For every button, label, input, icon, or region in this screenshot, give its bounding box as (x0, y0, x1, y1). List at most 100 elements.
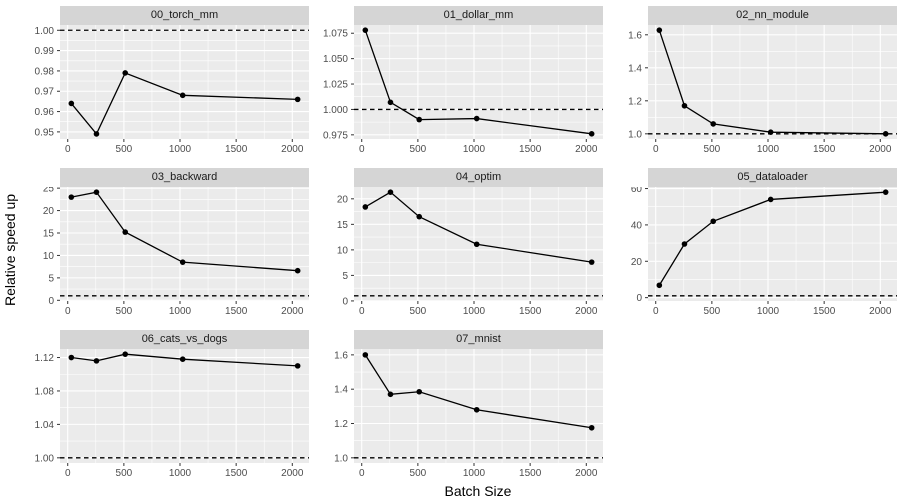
x-tick-label: 1000 (757, 306, 780, 317)
facet-strip: 03_backward (60, 168, 309, 187)
x-tick-label: 500 (116, 306, 133, 317)
data-point (473, 241, 480, 248)
panel-background (354, 349, 603, 463)
data-point (588, 259, 595, 265)
facet-plot: 0.975 1.000 1.025 1.050 1.075 0 500 1000 1500 200… (323, 25, 603, 155)
y-tick-label: 10 (43, 251, 55, 262)
x-tick-label: 500 (116, 468, 133, 479)
data-point (416, 116, 423, 123)
data-point (179, 356, 186, 362)
x-tick-label: 2000 (869, 144, 892, 155)
data-point (122, 229, 129, 235)
data-point (656, 282, 663, 289)
facet-07_mnist: 07_mnist 1.0 1.2 1.4 1.6 0 500 1000 1500 2000 (310, 330, 603, 479)
facet-strip: 06_cats_vs_dogs (60, 330, 309, 349)
x-tick-label: 0 (653, 144, 659, 155)
data-point (294, 363, 301, 369)
y-tick-label: 0 (342, 296, 348, 307)
x-tick-label: 1000 (463, 144, 486, 155)
y-tick-label: 1.6 (628, 30, 642, 41)
x-tick-label: 500 (410, 468, 427, 479)
facet-plot: 1.0 1.2 1.4 1.6 0 500 1000 1500 2000 (334, 349, 603, 479)
x-tick-label: 0 (359, 468, 365, 479)
y-tick-label: 1.04 (35, 420, 55, 431)
data-point (473, 115, 480, 122)
x-tick-label: 0 (65, 306, 71, 317)
y-tick-label: 1.6 (334, 350, 348, 361)
facet-strip: 02_nn_module (648, 6, 897, 25)
facet-title: 07_mnist (456, 333, 501, 345)
x-tick-label: 0 (65, 144, 71, 155)
data-point (294, 96, 301, 103)
y-tick-label: 1.025 (323, 80, 348, 91)
y-tick-label: 1.08 (35, 386, 55, 397)
facet-plot: 1.0 1.2 1.4 1.6 0 500 1000 1500 2000 (628, 25, 897, 155)
y-tick-label: 1.00 (35, 453, 55, 464)
data-point (294, 267, 301, 274)
data-point (387, 99, 394, 106)
y-tick-label: 25 (43, 187, 55, 195)
y-tick-label: 0 (636, 293, 642, 304)
facet-title: 00_torch_mm (150, 9, 219, 21)
x-tick-label: 500 (704, 306, 721, 317)
y-tick-label: 1.050 (323, 54, 348, 65)
facet-02_nn_module: 02_nn_module 1.0 1.2 1.4 1.6 0 500 1000 1500 2000 (604, 6, 897, 155)
y-tick-label: 1.2 (334, 419, 348, 430)
facet-plot: 0 5 10 15 20 25 0 500 1000 1500 2000 (43, 184, 309, 317)
facet-strip: 07_mnist (354, 330, 603, 349)
facet-01_dollar_mm: 01_dollar_mm 0.975 1.000 1.025 1.050 1.075 0 50… (310, 6, 603, 155)
data-point (93, 358, 100, 364)
y-tick-label: 0 (48, 296, 54, 307)
facet-strip: 04_optim (354, 168, 603, 187)
data-point (387, 189, 394, 195)
panel-background (648, 187, 897, 301)
panel-background (60, 349, 309, 463)
x-tick-label: 2000 (575, 144, 598, 155)
facet-strip: 01_dollar_mm (354, 6, 603, 25)
x-tick-label: 2000 (281, 306, 304, 317)
data-point (416, 388, 423, 395)
data-point (681, 241, 688, 247)
panel-background (60, 25, 309, 139)
x-tick-label: 1500 (225, 306, 248, 317)
x-tick-label: 2000 (869, 306, 892, 317)
y-tick-label: 1.0 (334, 453, 348, 464)
x-tick-label: 2000 (575, 306, 598, 317)
y-tick-label: 1.000 (323, 105, 348, 116)
x-tick-label: 0 (359, 144, 365, 155)
data-point (122, 70, 129, 76)
x-tick-label: 1500 (813, 144, 836, 155)
data-point (362, 27, 369, 33)
x-tick-label: 2000 (575, 468, 598, 479)
y-tick-label: 1.4 (334, 385, 348, 396)
data-point (656, 27, 663, 33)
x-tick-label: 500 (704, 144, 721, 155)
data-point (681, 102, 688, 109)
y-tick-label: 20 (43, 206, 55, 217)
x-tick-label: 500 (410, 306, 427, 317)
data-point (93, 189, 100, 195)
facet-title: 03_backward (151, 171, 218, 183)
x-tick-label: 1500 (225, 468, 248, 479)
y-tick-label: 60 (631, 187, 643, 195)
x-tick-label: 1000 (463, 306, 486, 317)
data-point (588, 131, 595, 137)
facet-06_cats_vs_dogs: 06_cats_vs_dogs 1.00 1.04 1.08 1.12 0 500 1000 1… (16, 330, 309, 479)
data-point (179, 92, 186, 99)
facet-03_backward: 03_backward 0 5 10 15 20 25 0 500 1000 1500 2000 (16, 168, 309, 317)
y-tick-label: 15 (43, 229, 55, 240)
facet-plot: 0 5 10 15 20 0 500 1000 1500 2000 (337, 187, 603, 317)
x-tick-label: 500 (410, 144, 427, 155)
y-tick-label: 0.975 (323, 130, 348, 141)
facet-strip: 05_dataloader (648, 168, 897, 187)
facet-00_torch_mm: 00_torch_mm 0.95 0.96 0.97 0.98 0.99 1.00 0 500 1… (16, 6, 309, 155)
y-tick-label: 10 (337, 245, 349, 256)
data-point (473, 406, 480, 413)
x-tick-label: 0 (65, 468, 71, 479)
facet-title: 04_optim (455, 171, 502, 183)
y-tick-label: 15 (337, 220, 349, 231)
data-point (767, 196, 774, 203)
x-tick-label: 0 (653, 306, 659, 317)
x-tick-label: 2000 (281, 144, 304, 155)
